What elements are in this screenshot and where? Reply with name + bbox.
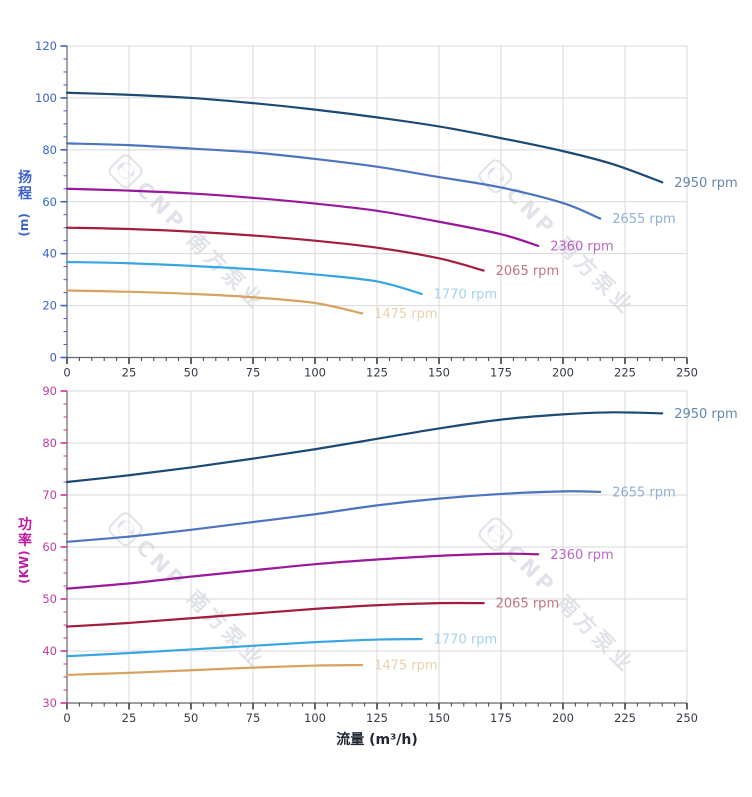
x-tick-label: 50 [184,711,199,725]
y-tick-label: 40 [42,247,57,261]
curve-2950-rpm [65,411,664,484]
y-tick-label: 20 [42,299,57,313]
x-tick-label: 100 [304,366,326,380]
head-y-axis-unit: (m) [17,213,32,237]
x-tick-label: 150 [428,711,450,725]
x-tick-label: 125 [366,711,388,725]
x-tick-label: 25 [122,366,137,380]
head-y-axis-title: 扬 程 (m) [13,170,37,237]
curve-2950-rpm [65,91,664,184]
x-tick-label: 150 [428,366,450,380]
y-tick-label: 40 [42,644,57,658]
y-tick-label: 120 [35,39,57,53]
y-tick-label: 0 [50,351,57,365]
power-chart: 0 25 50 75 100 125 150 175 200 225 250 30 40 50 60 70 80… [42,384,737,725]
curve-label-1475-rpm: 1475 rpm [374,659,437,674]
curve-2655-rpm [65,490,602,543]
y-tick-label: 90 [42,384,57,398]
head-y-axis-title-char: 扬 [18,170,32,186]
y-tick-label: 100 [35,91,57,105]
y-tick-label: 60 [42,540,57,554]
curve-label-2360-rpm: 2360 rpm [550,239,613,254]
curve-2065-rpm [65,226,485,272]
curve-label-1475-rpm: 1475 rpm [374,307,437,322]
x-tick-label: 200 [552,366,574,380]
x-tick-label: 25 [122,711,137,725]
x-tick-label: 0 [63,366,70,380]
curve-label-2065-rpm: 2065 rpm [496,597,559,612]
curve-label-2360-rpm: 2360 rpm [550,548,613,563]
curve-2655-rpm [65,142,602,220]
x-tick-label: 200 [552,711,574,725]
y-tick-label: 30 [42,696,57,710]
x-tick-label: 175 [490,366,512,380]
curve-1770-rpm [65,260,423,295]
curve-2360-rpm [65,552,540,590]
x-tick-label: 250 [676,711,698,725]
power-y-axis-title-char: 功 [18,517,32,533]
x-tick-label: 250 [676,366,698,380]
head-chart: 0 25 50 75 100 125 150 175 200 225 250 0 20 40 60 80 100… [35,39,738,380]
head-y-axis-title-char: 程 [18,186,32,203]
curve-2065-rpm [65,601,485,628]
y-tick-label: 80 [42,143,57,157]
curve-label-2950-rpm: 2950 rpm [674,176,737,191]
curve-label-2655-rpm: 2655 rpm [612,212,675,227]
power-y-axis-unit: (KW) [17,550,32,585]
x-tick-label: 50 [184,366,199,380]
y-tick-label: 70 [42,488,57,502]
power-y-axis-title: 功 率 (KW) [13,517,37,584]
x-tick-label: 225 [614,711,636,725]
x-tick-label: 225 [614,366,636,380]
curve-label-1770-rpm: 1770 rpm [434,287,497,302]
curve-label-2065-rpm: 2065 rpm [496,264,559,279]
x-tick-label: 100 [304,711,326,725]
x-tick-label: 75 [246,366,261,380]
curve-1475-rpm [65,663,364,677]
curve-label-2950-rpm: 2950 rpm [674,407,737,422]
y-tick-label: 80 [42,436,57,450]
x-tick-label: 0 [63,711,70,725]
curve-1475-rpm [65,289,364,315]
x-tick-label: 125 [366,366,388,380]
power-y-axis-title-char: 率 [18,533,32,550]
x-tick-label: 175 [490,711,512,725]
y-tick-label: 60 [42,195,57,209]
curve-label-1770-rpm: 1770 rpm [434,633,497,648]
y-tick-label: 50 [42,592,57,606]
x-axis-title: 流量 (m³/h) [336,732,418,748]
curve-1770-rpm [65,637,423,658]
curve-2360-rpm [65,187,540,247]
x-tick-label: 75 [246,711,261,725]
curve-label-2655-rpm: 2655 rpm [612,485,675,500]
